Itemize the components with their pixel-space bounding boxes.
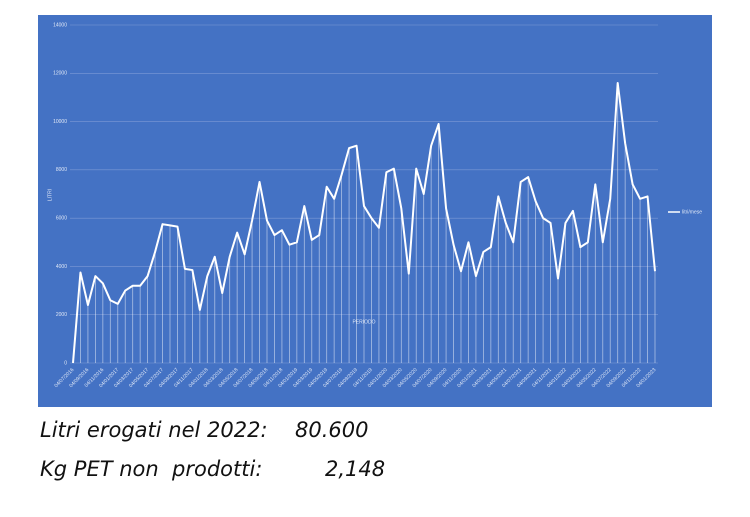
y-tick-label: 12000 bbox=[53, 71, 67, 77]
note-value: 80.600 bbox=[295, 418, 369, 442]
note: Litri erogati nel 2022: 80.600 bbox=[40, 418, 368, 442]
y-tick-label: 2000 bbox=[56, 312, 67, 318]
note-label: Litri erogati nel 2022: bbox=[40, 418, 268, 442]
note-value: 2,148 bbox=[325, 457, 386, 481]
chart-background bbox=[38, 15, 712, 407]
y-tick-label: 0 bbox=[64, 360, 67, 366]
y-tick-label: 6000 bbox=[56, 215, 67, 221]
y-axis-label: LITRI bbox=[47, 189, 53, 201]
y-tick-label: 8000 bbox=[56, 167, 67, 173]
line bbox=[72, 81, 656, 364]
y-tick-label: 10000 bbox=[53, 119, 67, 125]
chart: LITRI PERIODO 02000400060008000100001200… bbox=[38, 15, 712, 407]
y-tick-label: 4000 bbox=[56, 264, 67, 270]
note-label: Kg PET non prodotti: bbox=[40, 457, 263, 481]
y-tick-label: 14000 bbox=[53, 22, 67, 28]
legend-label: litri/mese bbox=[682, 209, 702, 215]
note: Kg PET non prodotti: 2,148 bbox=[40, 457, 385, 481]
